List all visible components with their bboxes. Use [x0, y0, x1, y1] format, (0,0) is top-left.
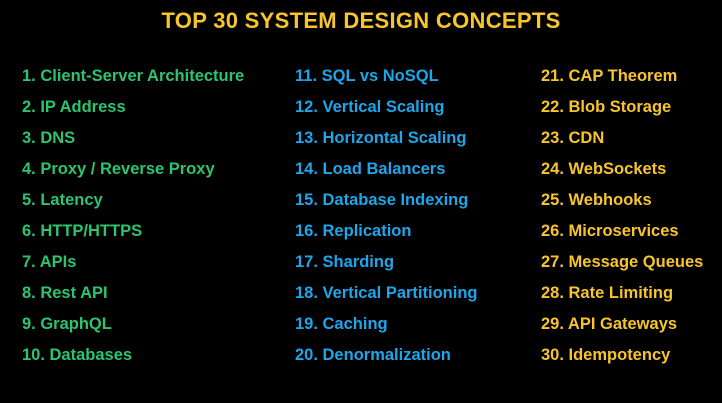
concept-item: 9. GraphQL	[22, 315, 112, 333]
concept-item: 3. DNS	[22, 129, 76, 147]
concept-item: 23. CDN	[541, 129, 605, 147]
concept-item: 26. Microservices	[541, 222, 679, 240]
title: TOP 30 SYSTEM DESIGN CONCEPTS	[161, 8, 561, 33]
concept-item: 1. Client-Server Architecture	[22, 67, 245, 85]
concept-item: 8. Rest API	[22, 284, 108, 302]
concept-item: 19. Caching	[295, 315, 388, 333]
concept-item: 22. Blob Storage	[541, 98, 672, 116]
concept-item: 25. Webhooks	[541, 191, 652, 209]
concept-item: 18. Vertical Partitioning	[295, 284, 478, 302]
concept-item: 13. Horizontal Scaling	[295, 129, 467, 147]
concept-item: 21. CAP Theorem	[541, 67, 678, 85]
concept-item: 2. IP Address	[22, 98, 126, 116]
concept-item: 14. Load Balancers	[295, 160, 446, 178]
concept-item: 6. HTTP/HTTPS	[22, 222, 143, 240]
concept-item: 20. Denormalization	[295, 346, 451, 364]
concept-item: 11. SQL vs NoSQL	[295, 67, 439, 85]
concept-item: 4. Proxy / Reverse Proxy	[22, 160, 215, 178]
concept-item: 10. Databases	[22, 346, 133, 364]
concept-item: 30. Idempotency	[541, 346, 671, 364]
concept-item: 27. Message Queues	[541, 253, 704, 271]
concept-item: 12. Vertical Scaling	[295, 98, 445, 116]
concept-item: 15. Database Indexing	[295, 191, 469, 209]
concept-item: 28. Rate Limiting	[541, 284, 674, 302]
concept-item: 24. WebSockets	[541, 160, 667, 178]
concept-item: 7. APIs	[22, 253, 77, 271]
concept-item: 5. Latency	[22, 191, 103, 209]
concept-item: 17. Sharding	[295, 253, 395, 271]
concept-item: 16. Replication	[295, 222, 412, 240]
concept-item: 29. API Gateways	[541, 315, 678, 333]
